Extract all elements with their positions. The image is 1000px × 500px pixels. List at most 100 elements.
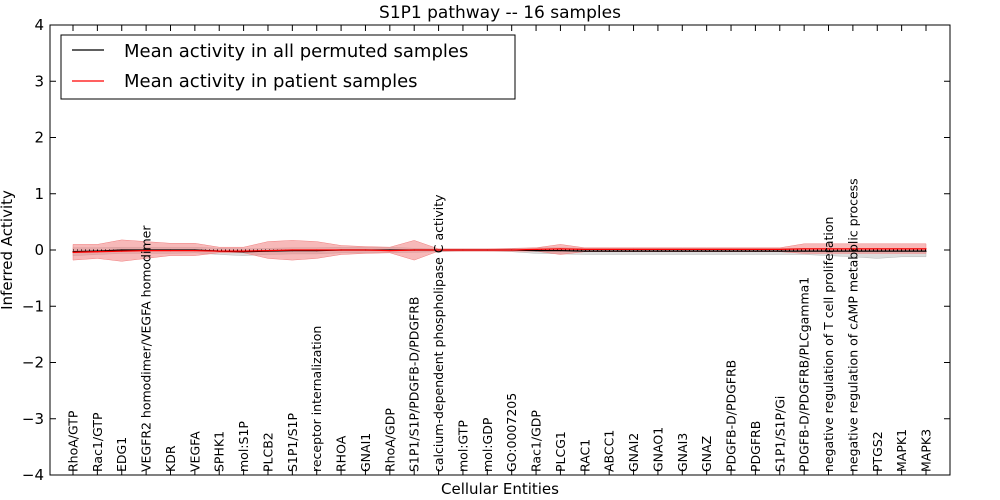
x-tick-label: ABCC1: [602, 430, 617, 472]
point-series-0: [706, 250, 708, 252]
point-series-0: [852, 250, 854, 252]
x-tick-label: S1P1/S1P: [285, 413, 300, 472]
point-series-0: [681, 250, 683, 252]
point-series-1: [437, 249, 440, 251]
legend-frame: [60, 34, 516, 100]
point-series-1: [706, 248, 708, 251]
point-series-1: [72, 251, 74, 253]
x-tick-label: GO:0007205: [504, 393, 519, 472]
x-tick-label: RAC1: [577, 439, 592, 472]
x-axis-label: Cellular Entities: [441, 480, 559, 498]
point-series-1: [340, 249, 342, 251]
x-tick-label: PDGFB-D/PDGFRB: [724, 360, 739, 472]
point-series-1: [243, 250, 245, 252]
x-tick-label: PDGFRB: [748, 421, 763, 472]
legend-label-patient: Mean activity in patient samples: [124, 71, 418, 92]
x-tick-label: PLCB2: [261, 432, 276, 472]
x-tick-label: receptor internalization: [309, 326, 324, 472]
x-tick-label: mol:GDP: [480, 417, 495, 472]
x-tick-label: RhoA/GDP: [382, 408, 397, 472]
point-series-1: [194, 249, 196, 252]
x-tick-label: S1P1/S1P/Gi: [772, 396, 787, 472]
point-series-1: [730, 248, 732, 251]
point-series-1: [657, 248, 659, 251]
x-tick-label: calcium-dependent phospholipase C activi…: [431, 194, 446, 472]
point-series-0: [559, 249, 562, 252]
point-series-1: [267, 249, 269, 252]
point-series-1: [632, 248, 635, 251]
point-series-0: [608, 250, 610, 252]
point-series-1: [925, 248, 927, 250]
point-series-0: [827, 250, 830, 252]
x-tick-label: negative regulation of cAMP metabolic pr…: [845, 178, 860, 472]
x-tick-label: GNAI2: [626, 433, 641, 472]
point-series-0: [754, 250, 757, 252]
point-series-1: [218, 250, 220, 252]
x-tick-label: EDG1: [114, 437, 129, 472]
point-series-1: [584, 248, 586, 251]
point-series-1: [486, 249, 488, 251]
point-series-1: [413, 249, 415, 251]
point-series-1: [121, 250, 123, 252]
y-tick-label: 3: [34, 72, 44, 90]
y-tick-label: 2: [34, 129, 44, 147]
point-series-1: [389, 249, 391, 252]
point-series-0: [730, 250, 732, 252]
x-tick-label: GNAI1: [358, 433, 373, 472]
x-tick-label: PTGS2: [870, 431, 885, 472]
point-series-1: [754, 248, 757, 251]
y-tick-label: −4: [22, 466, 44, 484]
x-tick-label: negative regulation of T cell proliferat…: [821, 217, 836, 472]
point-series-0: [779, 250, 781, 252]
point-series-1: [803, 248, 805, 250]
legend-label-permuted: Mean activity in all permuted samples: [124, 41, 468, 62]
point-series-1: [511, 249, 513, 251]
point-series-1: [364, 249, 367, 251]
point-series-1: [559, 248, 562, 250]
point-series-0: [803, 250, 805, 252]
y-axis-label: Inferred Activity: [0, 190, 16, 310]
y-tick-label: −2: [22, 354, 44, 372]
point-series-0: [876, 250, 878, 252]
x-tick-label: Rac1/GTP: [90, 412, 105, 472]
x-tick-label: RhoA/GTP: [66, 410, 81, 472]
point-series-1: [852, 248, 854, 250]
point-series-1: [901, 248, 903, 250]
point-series-0: [632, 250, 635, 252]
point-series-1: [316, 249, 318, 251]
x-tick-label: GNAZ: [699, 436, 714, 472]
point-series-1: [145, 249, 147, 252]
point-series-0: [121, 249, 123, 251]
y-tick-label: −1: [22, 297, 44, 315]
x-tick-label: Rac1/GDP: [529, 410, 544, 472]
x-tick-label: GNAO1: [650, 427, 665, 472]
x-tick-label: PDGFB-D/PDGFRB/PLCgamma1: [797, 277, 812, 472]
point-series-1: [535, 248, 537, 251]
x-tick-label: PLCG1: [553, 431, 568, 472]
point-series-0: [901, 250, 903, 252]
y-tick-label: −3: [22, 410, 44, 428]
x-tick-label: VEGFR2 homodimer/VEGFA homodimer: [139, 225, 154, 472]
y-tick-label: 0: [34, 241, 44, 259]
point-series-1: [779, 248, 781, 251]
y-tick-label: 1: [34, 185, 44, 203]
point-series-1: [96, 251, 98, 253]
x-tick-label: KDR: [163, 445, 178, 472]
point-series-0: [925, 250, 927, 252]
legend: Mean activity in all permuted samples Me…: [60, 34, 516, 100]
line-series-1: [72, 248, 926, 253]
x-tick-label: RHOA: [334, 435, 349, 472]
point-series-1: [876, 248, 878, 250]
x-tick-label: MAPK1: [894, 429, 909, 472]
x-tick-label: mol:GTP: [455, 420, 470, 472]
point-series-1: [608, 248, 610, 251]
x-tick-label: S1P1/S1P/PDGFB-D/PDGFRB: [407, 297, 422, 473]
point-series-1: [291, 249, 293, 251]
x-tick-label: SPHK1: [212, 431, 227, 472]
point-series-1: [827, 248, 830, 250]
point-series-1: [681, 248, 683, 251]
point-series-1: [462, 249, 464, 251]
point-series-0: [584, 250, 586, 252]
x-tick-label: GNAI3: [675, 433, 690, 472]
